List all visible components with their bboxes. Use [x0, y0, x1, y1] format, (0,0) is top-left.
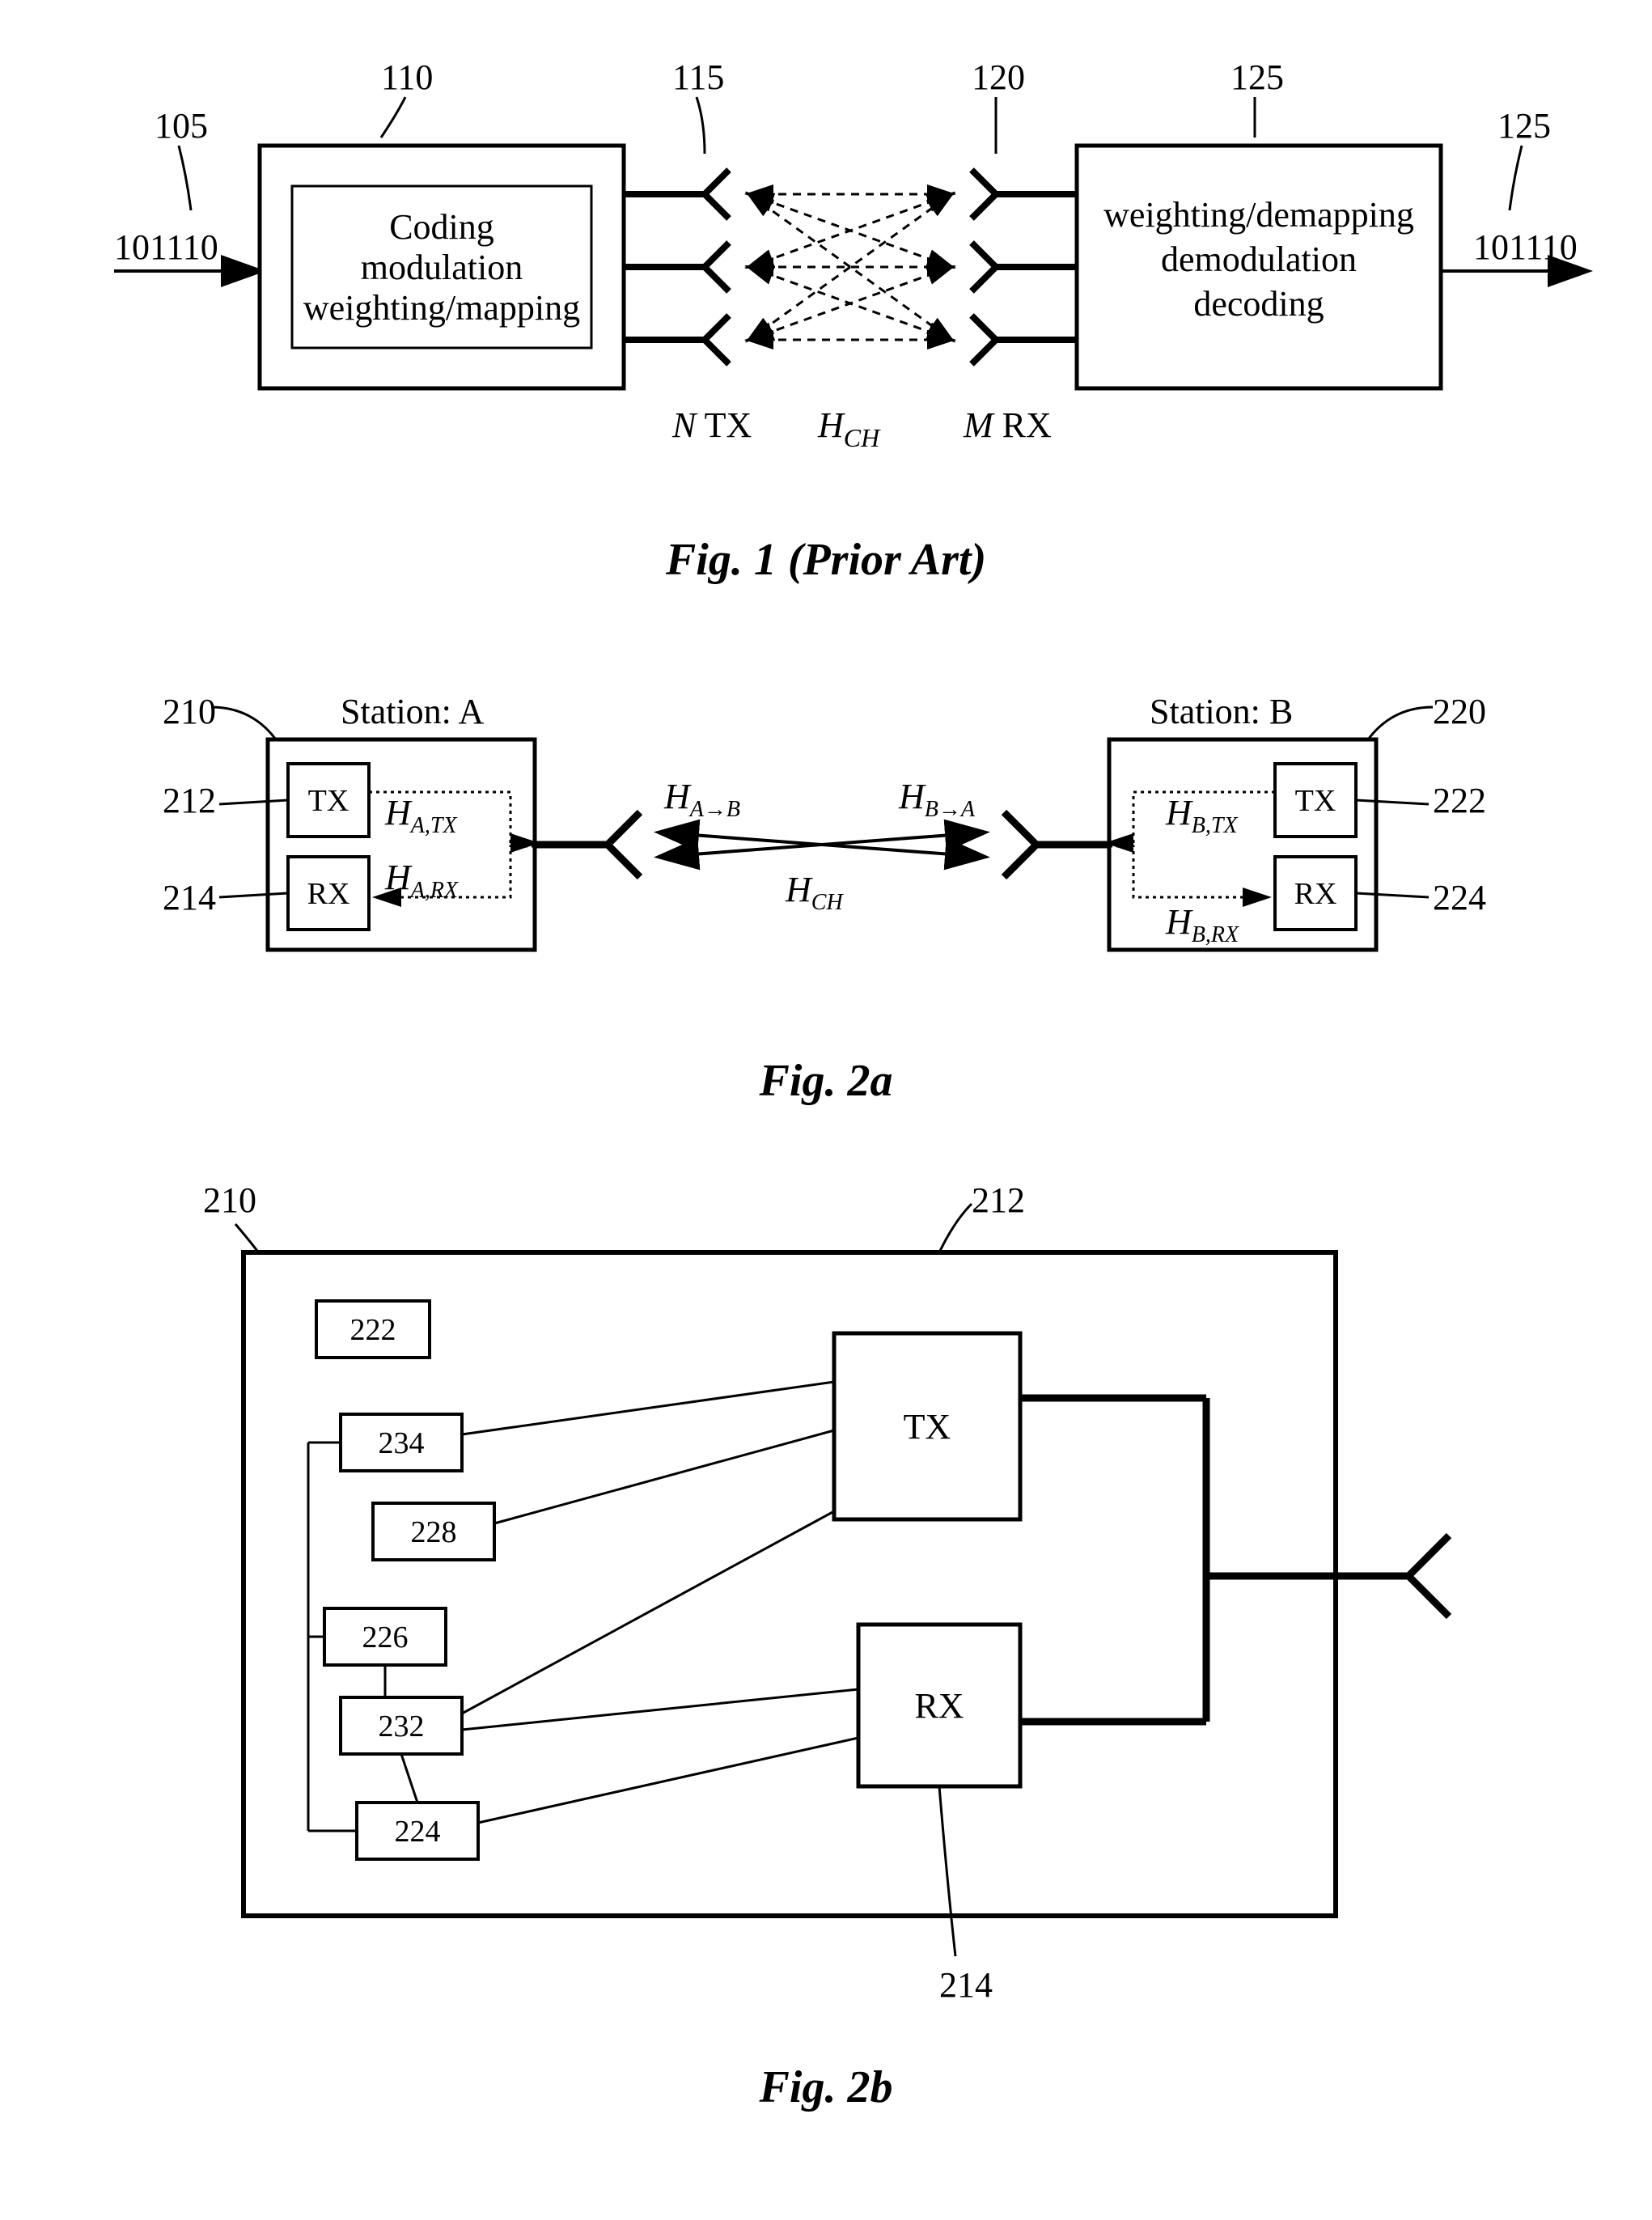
station-b-rx-text: RX [1294, 877, 1337, 911]
output-bits: 101110 [1473, 227, 1578, 267]
label-110: 110 [381, 57, 433, 97]
station-a-tx-text: TX [308, 784, 349, 818]
station-b-tx-text: TX [1295, 784, 1336, 818]
fig2b-svg: 210 212 222 234 228 226 232 224 TX RX [57, 1155, 1595, 2045]
label-212: 212 [163, 781, 216, 820]
hch-label: HCH [817, 405, 881, 452]
label-214b: 214 [939, 1965, 993, 2005]
label-125b: 125 [1497, 106, 1551, 146]
tx-text-2b: TX [904, 1407, 951, 1447]
label-222: 222 [1433, 781, 1486, 820]
label-105: 105 [155, 106, 208, 146]
label-115: 115 [672, 57, 724, 97]
station-b-label: Station: B [1150, 692, 1293, 731]
fig2a-caption: Fig. 2a [32, 1055, 1620, 1107]
label-214: 214 [163, 878, 216, 917]
ntx-label: N TX [671, 405, 752, 445]
tx-line2: modulation [361, 248, 523, 287]
box-226-text: 226 [362, 1621, 409, 1654]
box-224-text: 224 [395, 1815, 441, 1849]
station-a-rx-text: RX [307, 877, 350, 911]
figure-1: 105 110 115 120 125 125 101110 Coding mo… [32, 32, 1620, 586]
label-210: 210 [163, 692, 216, 731]
fig2a-svg: 210 Station: A Station: B 220 TX RX 212 … [57, 634, 1595, 1039]
tx-antennas [624, 170, 729, 364]
rx-line2: demodulation [1161, 239, 1357, 279]
hch2-label: HCH [785, 870, 844, 915]
tx-line1: Coding [389, 207, 494, 247]
station-a-label: Station: A [341, 692, 484, 731]
rx-line1: weighting/demapping [1103, 195, 1414, 235]
input-bits: 101110 [114, 227, 218, 267]
box-228-text: 228 [411, 1515, 457, 1549]
box-234-text: 234 [379, 1426, 425, 1460]
hba-label: HB→A [898, 777, 976, 822]
figure-2a: 210 Station: A Station: B 220 TX RX 212 … [32, 634, 1620, 1107]
tx-line3: weighting/mapping [303, 288, 580, 328]
label-210b: 210 [203, 1180, 256, 1220]
label-212b: 212 [972, 1180, 1025, 1220]
fig1-svg: 105 110 115 120 125 125 101110 Coding mo… [57, 32, 1595, 518]
rx-line3: decoding [1193, 284, 1324, 324]
box-222-text: 222 [350, 1313, 396, 1347]
figure-2b: 210 212 222 234 228 226 232 224 TX RX [32, 1155, 1620, 2113]
fig1-caption: Fig. 1 (Prior Art) [32, 534, 1620, 586]
box-232-text: 232 [379, 1709, 425, 1743]
hab-label: HA→B [663, 777, 740, 822]
label-125a: 125 [1231, 57, 1284, 97]
label-220: 220 [1433, 692, 1486, 731]
mrx-label: M RX [963, 405, 1052, 445]
fig2b-caption: Fig. 2b [32, 2061, 1620, 2113]
channel-lines [749, 194, 951, 340]
rx-text-2b: RX [914, 1686, 964, 1726]
rx-antennas [972, 170, 1077, 364]
label-224: 224 [1433, 878, 1486, 917]
label-120: 120 [972, 57, 1025, 97]
